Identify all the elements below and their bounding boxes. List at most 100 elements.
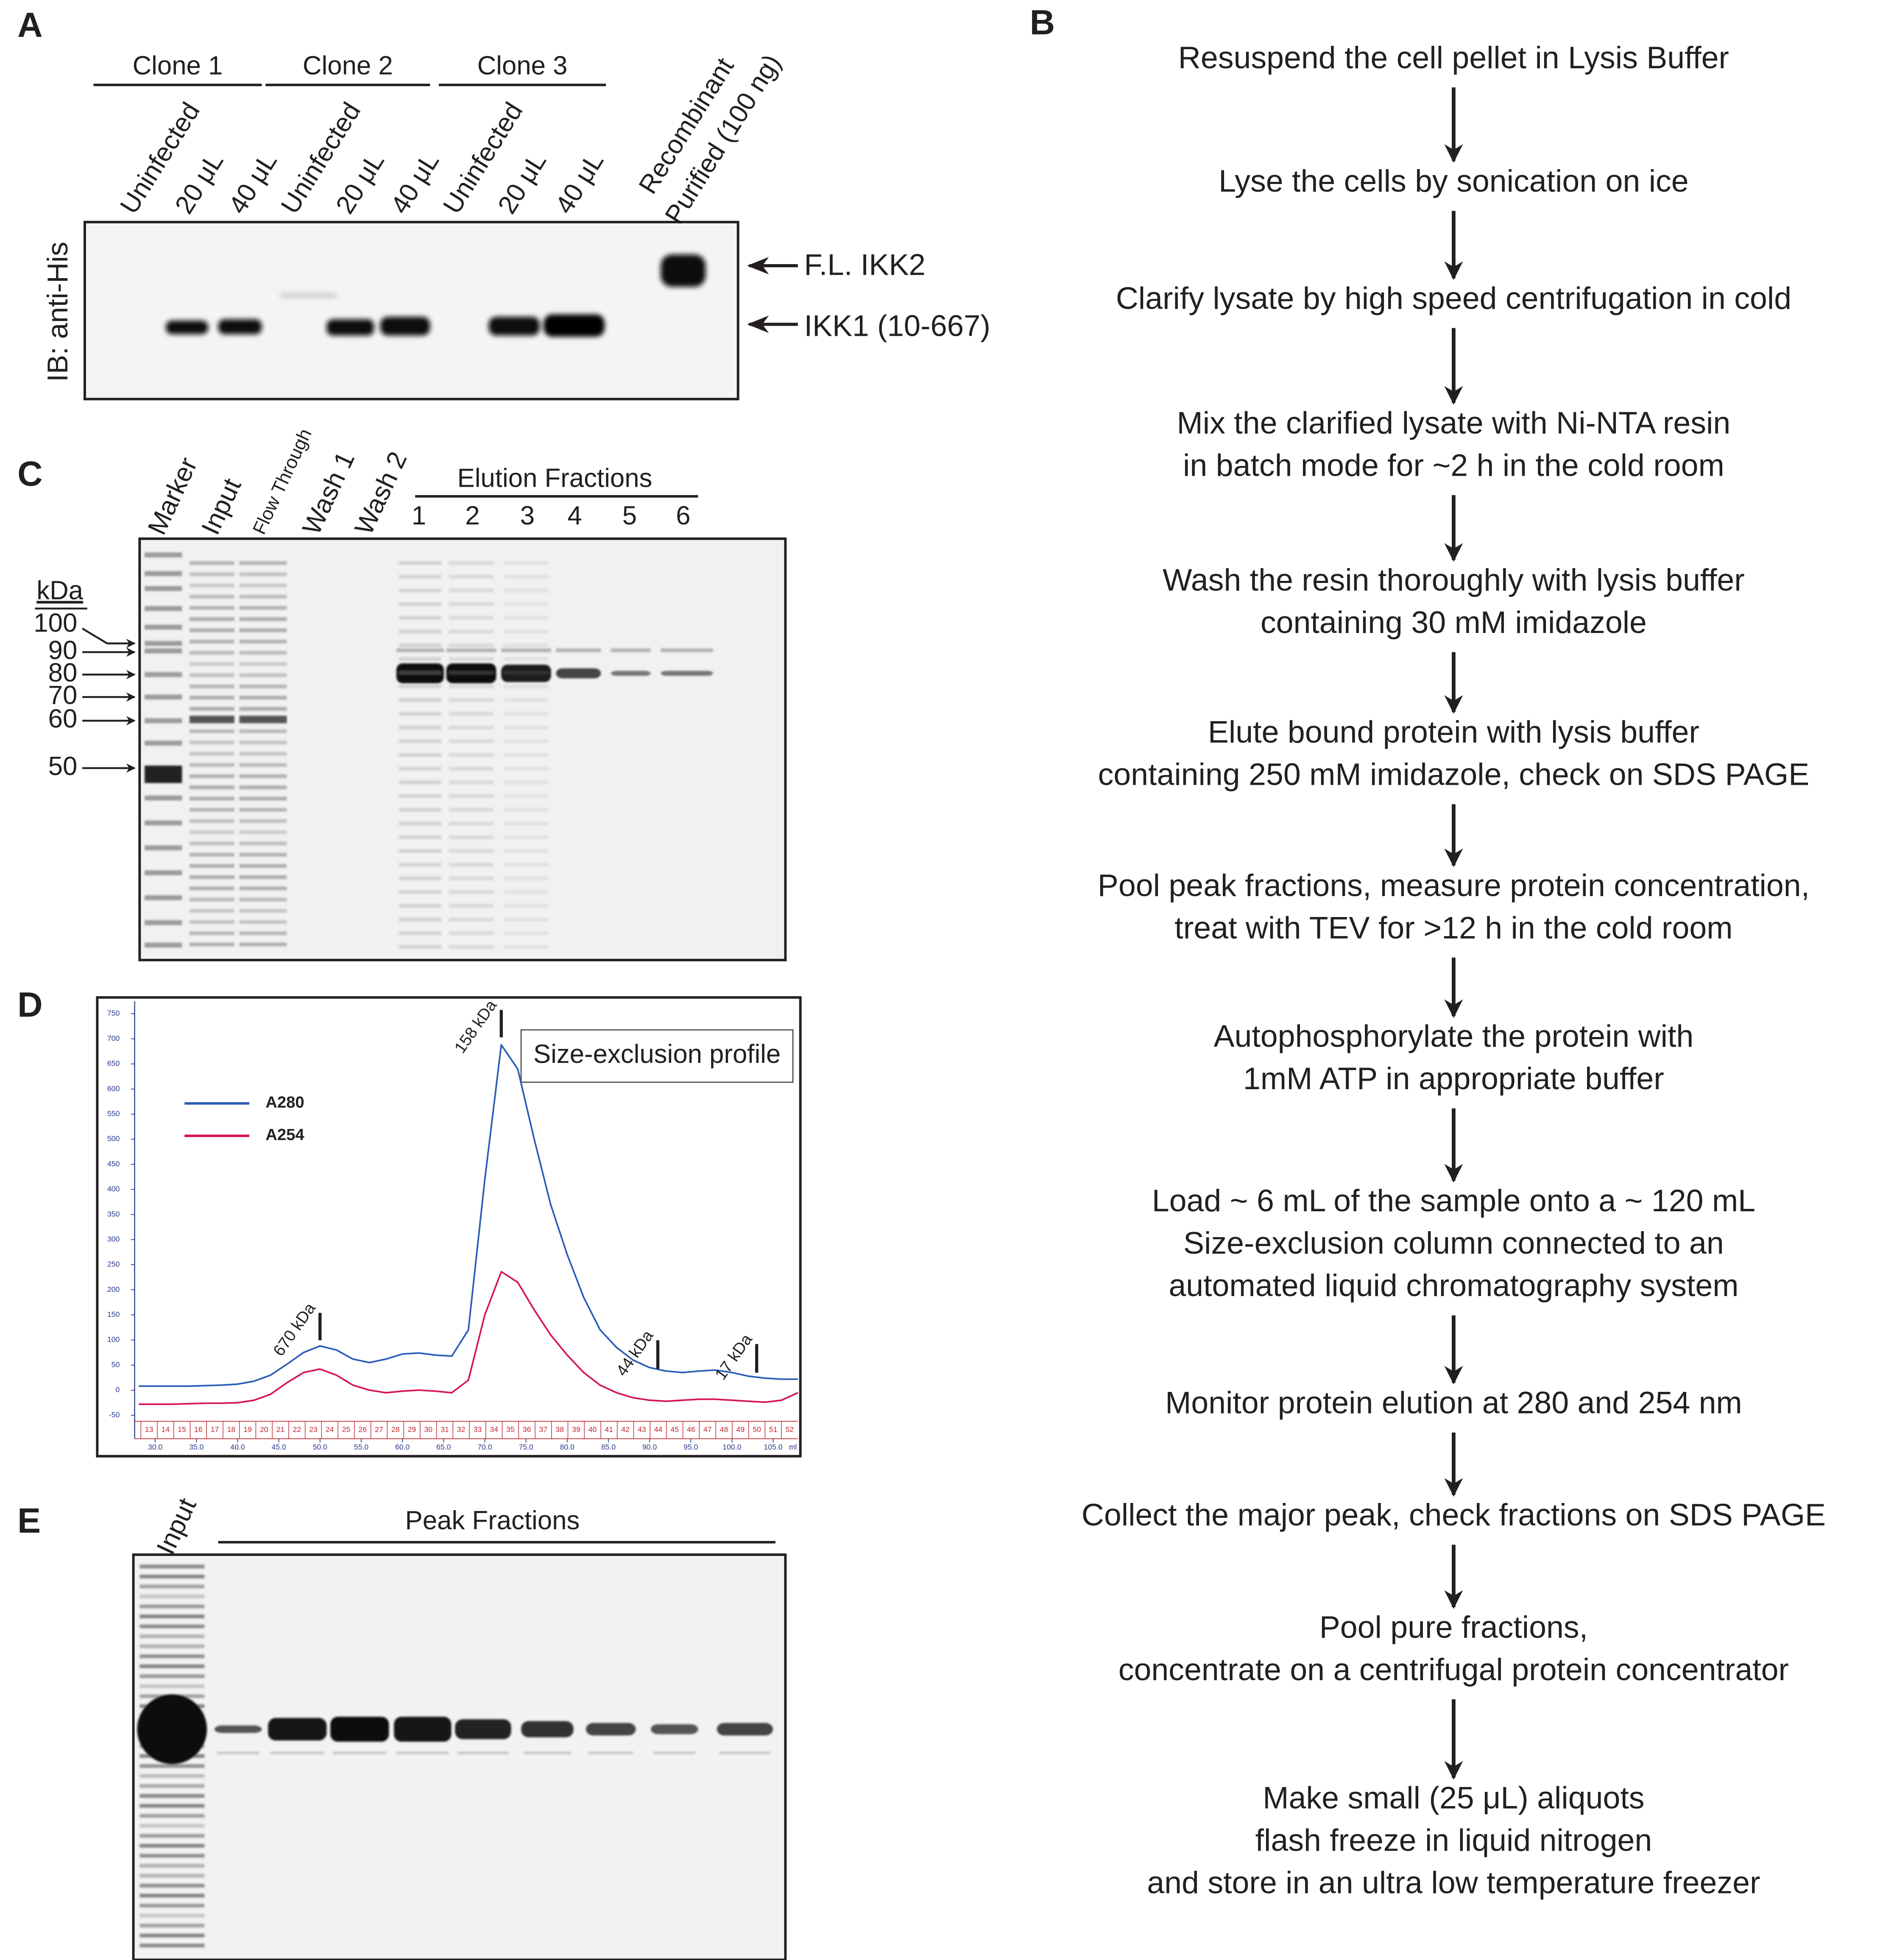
blot-label: IB: anti-His xyxy=(42,242,74,382)
smear-band xyxy=(239,729,287,733)
y-tick-label: 200 xyxy=(107,1285,120,1294)
step-text: Autophosphorylate the protein with xyxy=(1213,1018,1693,1054)
fraction-label: 26 xyxy=(358,1425,367,1434)
legend-label: A280 xyxy=(265,1093,304,1112)
smear-band xyxy=(189,651,234,655)
ladder-band xyxy=(145,672,182,677)
ladder-band xyxy=(145,765,182,783)
smear-band xyxy=(189,696,234,700)
fraction-label: 41 xyxy=(605,1425,614,1434)
step-text: Size-exclusion column connected to an xyxy=(1183,1225,1724,1260)
step-text: and store in an ultra low temperature fr… xyxy=(1147,1865,1760,1900)
smear-band xyxy=(399,822,441,825)
panel-label: B xyxy=(1030,3,1055,42)
smear-band xyxy=(139,1624,205,1628)
smear-band xyxy=(399,643,441,647)
series-line xyxy=(139,1271,798,1405)
x-tick-label: 55.0 xyxy=(354,1443,369,1451)
ladder-band xyxy=(145,895,182,901)
step-text: Load ~ 6 mL of the sample onto a ~ 120 m… xyxy=(1152,1183,1755,1218)
chart-title: Size-exclusion profile xyxy=(533,1040,781,1069)
smear-band xyxy=(189,707,234,711)
smear-band xyxy=(399,657,441,661)
ladder-band xyxy=(145,641,182,646)
x-tick-label: 60.0 xyxy=(395,1443,410,1451)
ladder-band xyxy=(145,648,182,654)
smear-band xyxy=(239,628,287,633)
step-text: Pool peak fractions, measure protein con… xyxy=(1098,867,1810,903)
marker-arrow xyxy=(81,627,136,648)
smear-band xyxy=(239,920,287,924)
smear-band xyxy=(239,763,287,767)
ladder-band xyxy=(145,845,182,850)
smear-band xyxy=(449,931,494,935)
smear-band xyxy=(139,1614,205,1618)
fraction-label: 49 xyxy=(736,1425,745,1434)
smear-band xyxy=(239,740,287,744)
fraction-label: 27 xyxy=(375,1425,383,1434)
smear-band xyxy=(449,561,494,565)
band xyxy=(280,293,337,298)
fraction-label: 29 xyxy=(408,1425,416,1434)
fraction-label: 6 xyxy=(676,501,690,530)
fraction-label: 17 xyxy=(211,1425,219,1434)
step-text: Clarify lysate by high speed centrifugat… xyxy=(1116,280,1791,315)
smear-band xyxy=(449,657,494,661)
band xyxy=(380,317,430,336)
smear-band xyxy=(239,651,287,655)
smear-band xyxy=(189,875,234,879)
fraction-label: 16 xyxy=(194,1425,203,1434)
fraction-label: 38 xyxy=(555,1425,564,1434)
ladder-band xyxy=(145,820,182,825)
fraction-label: 13 xyxy=(145,1425,153,1434)
fraction-label: 47 xyxy=(703,1425,712,1434)
smear-band xyxy=(189,785,234,789)
smear-band xyxy=(399,712,441,716)
group-label: Clone 1 xyxy=(133,51,223,80)
band xyxy=(218,319,262,335)
smear-band xyxy=(189,628,234,633)
smear-band xyxy=(449,849,494,853)
fraction-label: 33 xyxy=(474,1425,482,1434)
ladder-band xyxy=(145,625,182,630)
smear-band xyxy=(399,876,441,881)
smear-band xyxy=(239,942,287,947)
fraction-label: 52 xyxy=(786,1425,794,1434)
smear-band xyxy=(399,808,441,812)
lane-label: 20 μL xyxy=(492,148,552,219)
smear-band xyxy=(503,602,549,606)
panel-label: C xyxy=(17,454,42,493)
y-tick-label: 550 xyxy=(107,1110,120,1118)
smear-band xyxy=(503,671,549,675)
ladder-band xyxy=(145,795,182,801)
x-tick-label: 100.0 xyxy=(722,1443,741,1451)
panel-label: A xyxy=(17,6,42,45)
smear-band xyxy=(399,849,441,853)
smear-band xyxy=(503,863,549,867)
smear-band xyxy=(189,931,234,935)
y-tick-label: -50 xyxy=(109,1411,120,1419)
fraction-label: 2 xyxy=(465,501,480,530)
x-tick-label: 90.0 xyxy=(642,1443,657,1451)
band xyxy=(523,1751,571,1754)
smear-band xyxy=(239,819,287,823)
smear-band xyxy=(189,797,234,801)
band xyxy=(650,1724,698,1734)
fraction-label: 28 xyxy=(391,1425,400,1434)
y-tick-label: 450 xyxy=(107,1160,120,1168)
band xyxy=(396,1751,449,1754)
marker-label: 50 xyxy=(48,752,78,781)
series-line xyxy=(139,1044,798,1387)
fraction-label: 4 xyxy=(567,501,582,530)
step-text: Make small (25 μL) aliquots xyxy=(1263,1780,1644,1815)
smear-band xyxy=(449,890,494,894)
fraction-label: 23 xyxy=(309,1425,318,1434)
smear-band xyxy=(503,588,549,593)
legend-label: A254 xyxy=(265,1126,304,1144)
smear-band xyxy=(503,561,549,565)
lane-label: 40 μL xyxy=(385,148,445,219)
y-tick-label: 150 xyxy=(107,1310,120,1319)
fraction-label: 25 xyxy=(342,1425,351,1434)
x-tick-label: 70.0 xyxy=(477,1443,492,1451)
smear-band xyxy=(399,917,441,922)
